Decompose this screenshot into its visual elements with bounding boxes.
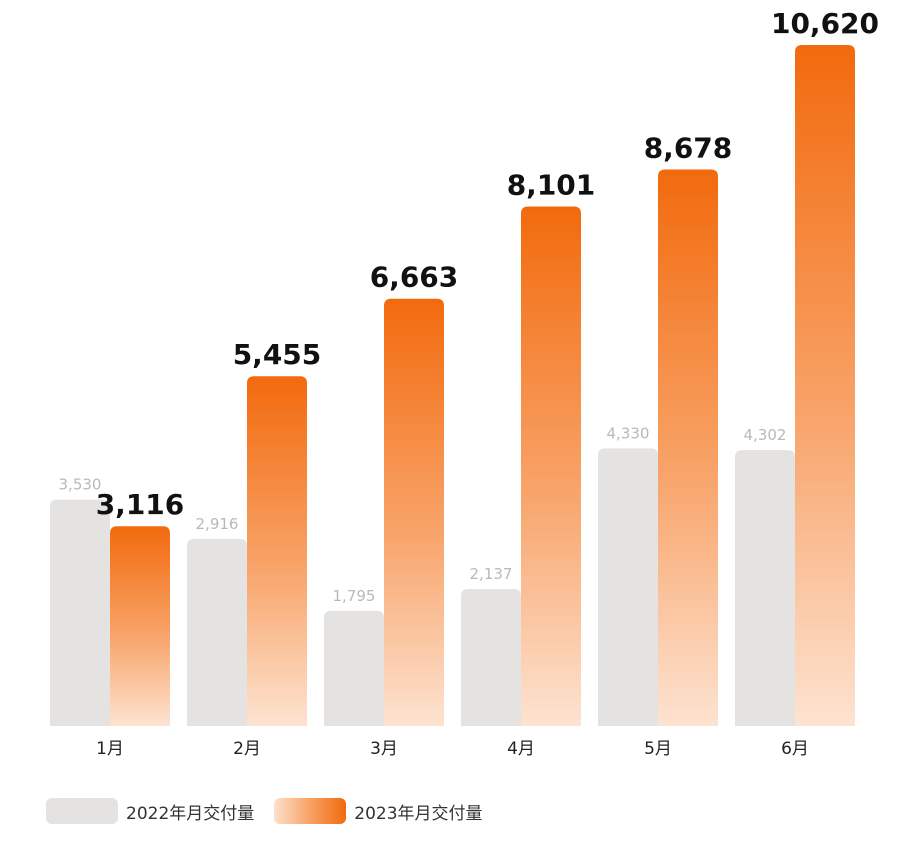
value-label-2022-4: 2,137 — [470, 565, 513, 583]
legend-item-2022: 2022年月交付量 — [46, 798, 254, 824]
value-label-2023-2: 5,455 — [233, 338, 322, 371]
value-label-2022-3: 1,795 — [333, 587, 376, 605]
value-label-2022-1: 3,530 — [59, 476, 102, 494]
bar-2023-1 — [110, 526, 170, 726]
value-label-2023-3: 6,663 — [370, 261, 459, 294]
legend-swatch-2022 — [46, 798, 118, 824]
x-tick-label-3: 3月 — [370, 739, 398, 759]
bar-2023-4 — [521, 206, 581, 726]
bar-2023-2 — [247, 376, 307, 726]
bar-2022-4 — [461, 588, 521, 726]
value-label-2023-5: 8,678 — [644, 132, 733, 165]
bar-2023-5 — [658, 169, 718, 727]
legend-label-2023: 2023年月交付量 — [354, 803, 483, 824]
value-label-2022-5: 4,330 — [607, 424, 650, 442]
value-label-2023-6: 10,620 — [771, 7, 879, 40]
chart-legend: 2022年月交付量 2023年月交付量 — [46, 798, 503, 824]
bar-2023-3 — [384, 298, 444, 726]
bar-2022-6 — [735, 450, 795, 726]
legend-item-2023: 2023年月交付量 — [274, 798, 483, 824]
bar-2022-1 — [50, 499, 110, 726]
bar-2022-5 — [598, 448, 658, 726]
x-tick-label-6: 6月 — [781, 739, 809, 759]
x-tick-label-2: 2月 — [233, 739, 261, 759]
bar-2023-6 — [795, 45, 855, 726]
value-label-2022-2: 2,916 — [196, 515, 239, 533]
legend-label-2022: 2022年月交付量 — [126, 803, 255, 824]
value-label-2023-1: 3,116 — [96, 488, 185, 521]
value-label-2023-4: 8,101 — [507, 169, 596, 202]
x-tick-label-4: 4月 — [507, 739, 535, 759]
bar-2022-2 — [187, 539, 247, 726]
x-tick-label-1: 1月 — [96, 739, 124, 759]
value-label-2022-6: 4,302 — [744, 426, 787, 444]
x-tick-label-5: 5月 — [644, 739, 672, 759]
legend-swatch-2023 — [274, 798, 347, 824]
bar-2022-3 — [324, 610, 384, 726]
